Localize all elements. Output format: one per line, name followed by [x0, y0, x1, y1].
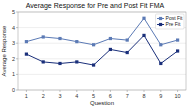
point — [176, 49, 179, 52]
x-tick-label: 5 — [92, 93, 95, 99]
y-tick — [16, 27, 18, 28]
series-line — [26, 35, 177, 65]
point — [142, 34, 145, 37]
y-tick-label: 3 — [12, 40, 15, 46]
x-tick-label: 3 — [58, 93, 61, 99]
point — [142, 17, 145, 20]
x-tick-label: 2 — [42, 93, 45, 99]
series-line — [26, 18, 177, 45]
y-tick-label: 1 — [12, 71, 15, 77]
point — [42, 35, 45, 38]
x-tick-label: 1 — [25, 93, 28, 99]
plot-area — [18, 12, 186, 90]
point — [109, 37, 112, 40]
point — [109, 48, 112, 51]
point — [75, 60, 78, 63]
point — [25, 40, 28, 43]
legend-box — [156, 14, 184, 29]
x-tick-label: 10 — [175, 93, 181, 99]
point — [159, 62, 162, 65]
legend-label: Pre Fit — [166, 21, 181, 27]
point — [42, 60, 45, 63]
y-tick-label: 0 — [12, 87, 15, 93]
x-tick-label: 6 — [109, 93, 112, 99]
y-tick-label: 4 — [12, 25, 15, 31]
y-tick — [16, 12, 18, 13]
legend-marker — [159, 23, 162, 26]
legend-marker — [159, 17, 162, 20]
point — [58, 37, 61, 40]
y-tick — [16, 74, 18, 75]
x-tick-label: 7 — [126, 93, 129, 99]
point — [58, 62, 61, 65]
point — [75, 40, 78, 43]
point — [126, 38, 129, 41]
x-tick-label: 9 — [159, 93, 162, 99]
point — [25, 53, 28, 56]
y-tick-label: 2 — [12, 56, 15, 62]
y-tick-label: 5 — [12, 9, 15, 15]
point — [176, 38, 179, 41]
point — [159, 43, 162, 46]
grid-line — [18, 58, 186, 59]
x-tick-label: 4 — [75, 93, 78, 99]
grid-line — [18, 74, 186, 75]
point — [126, 51, 129, 54]
y-tick — [16, 58, 18, 59]
point — [92, 43, 95, 46]
y-tick — [16, 43, 18, 44]
plot-frame — [18, 12, 186, 90]
legend: Post FitPre Fit — [156, 14, 184, 29]
y-axis-label: Average Response — [1, 25, 7, 77]
x-axis-label: Question — [90, 100, 114, 106]
y-tick — [16, 90, 18, 91]
point — [92, 63, 95, 66]
chart: 0 1 2 3 4 5 1 2 3 4 5 6 7 8 9 10 Average Response for Pr… — [0, 0, 190, 108]
x-tick-label: 8 — [142, 93, 145, 99]
title: Average Response for Pre and Post Fit FM… — [26, 2, 165, 10]
